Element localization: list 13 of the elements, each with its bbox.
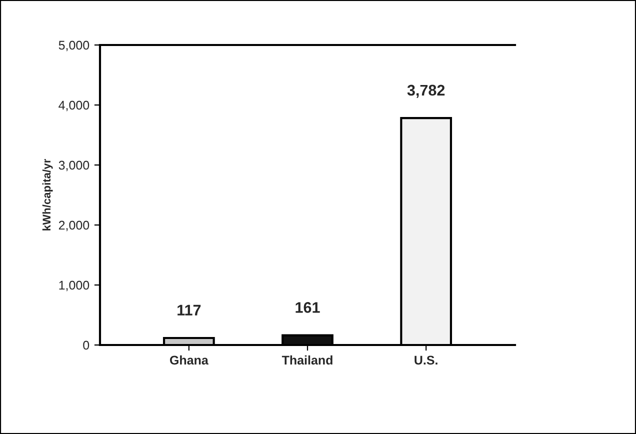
y-tick-label: 5,000 — [58, 40, 90, 52]
y-tick-label: 1,000 — [59, 280, 90, 292]
data-label: 3,782 — [407, 84, 445, 98]
x-tick-label: Ghana — [170, 355, 208, 365]
x-tick-label: Thailand — [282, 355, 332, 365]
x-tick-label: U.S. — [414, 356, 438, 365]
y-tick-label: 0 — [83, 340, 90, 350]
y-tick-label: 3,000 — [58, 160, 90, 172]
y-tick-label: 4,000 — [58, 100, 90, 112]
y-tick-label: 2,000 — [58, 220, 90, 232]
y-axis-title: kWh/capita/yr — [42, 159, 53, 230]
data-label: 161 — [296, 302, 320, 313]
data-label: 117 — [178, 304, 201, 316]
